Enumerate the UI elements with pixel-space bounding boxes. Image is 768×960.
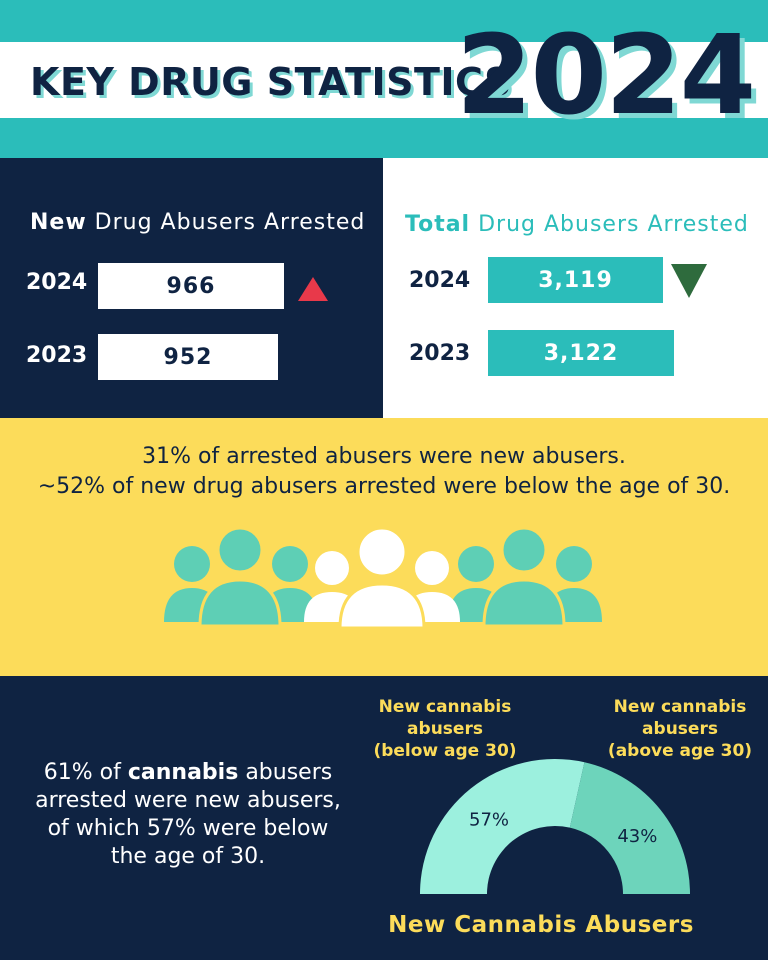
donut-slice-above-30 [569,762,690,894]
cannabis-line-2: arrested were new abusers, [35,788,341,813]
new-arrested-heading: New Drug Abusers Arrested [30,210,365,235]
donut-title-text: New Cannabis Abusers [388,912,694,938]
total-value-2024: 3,119 [488,257,663,303]
cannabis-section: 61% of cannabis abusers arrested were ne… [0,676,768,960]
new-arrested-panel: New Drug Abusers Arrested 2024 966 2023 … [0,158,383,418]
cannabis-line-1: 61% of cannabis abusers [18,760,358,785]
new-value-2024: 966 [98,263,284,309]
donut-value-above-30: 43% [617,826,657,847]
new-year-2023: 2023 [26,343,88,368]
heading-bold-total: Total [405,212,471,237]
label-above-line-3: (above age 30) [607,741,753,761]
cannabis-line-1-end: abusers [238,760,333,785]
half-donut-chart: 57% 43% [420,759,690,894]
label-above-line-2: abusers [642,719,718,739]
title-year: 2024 [456,11,756,139]
label-above-line-1: New cannabis [613,697,747,717]
new-value-2023: 952 [98,334,278,380]
donut-label-above-30: New cannabis abusers (above age 30) [590,696,768,762]
page-title: KEY DRUG STATISTICS [30,60,512,104]
heading-bold-new: New [30,210,87,235]
summary-section: 31% of arrested abusers were new abusers… [0,418,768,676]
cannabis-line-1-bold: cannabis [127,760,239,785]
donut-label-below-30: New cannabis abusers (below age 30) [355,696,535,762]
summary-line-2: ~52% of new drug abusers arrested were b… [37,474,731,499]
heading-rest-new: Drug Abusers Arrested [86,210,366,235]
up-arrow-icon [298,277,328,301]
total-arrested-heading: Total Drug Abusers Arrested [405,212,749,237]
cannabis-line-4: the age of 30. [110,844,266,869]
donut-slice-below-30 [420,759,585,894]
title-band [0,42,768,118]
donut-title: New Cannabis Abusers [0,912,768,938]
total-year-2023: 2023 [409,341,471,366]
cannabis-line-1-start: 61% of [43,760,128,785]
total-value-2023: 3,122 [488,330,674,376]
heading-rest-total: Drug Abusers Arrested [470,212,749,237]
label-below-line-2: abusers [407,719,483,739]
total-arrested-panel: Total Drug Abusers Arrested 2024 3,119 2… [383,158,768,418]
donut-value-below-30: 57% [469,810,509,831]
total-year-2024: 2024 [409,268,471,293]
summary-line-1: 31% of arrested abusers were new abusers… [142,444,626,469]
new-year-2024: 2024 [26,270,88,295]
label-below-line-1: New cannabis [378,697,512,717]
cannabis-line-3: of which 57% were below [47,816,329,841]
down-arrow-icon [671,264,707,298]
people-group-icon [164,528,602,628]
label-below-line-3: (below age 30) [373,741,517,761]
